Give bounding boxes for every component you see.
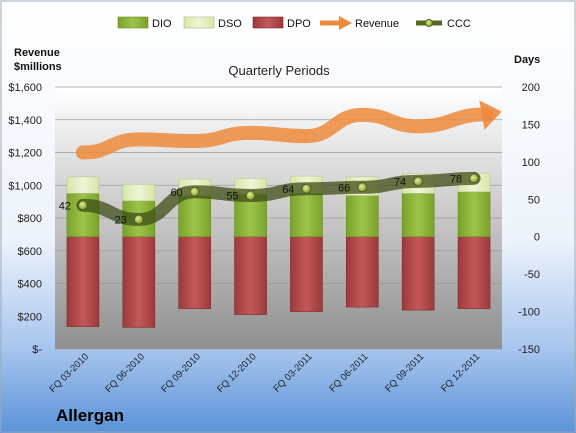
bar-dio bbox=[457, 191, 491, 238]
legend-ccc-label: CCC bbox=[447, 18, 471, 30]
left-tick-label: $600 bbox=[18, 246, 42, 258]
bar-dio bbox=[178, 195, 211, 238]
legend-dio-swatch bbox=[117, 16, 149, 29]
legend: DIO DSO DPO Revenue CCC bbox=[117, 16, 471, 30]
left-tick-label: $1,600 bbox=[8, 82, 42, 94]
left-tick-label: $800 bbox=[18, 213, 42, 225]
bar-dpo bbox=[178, 236, 211, 309]
left-tick-label: $- bbox=[32, 344, 42, 356]
ccc-data-label: 55 bbox=[226, 191, 238, 203]
lines bbox=[75, 100, 502, 226]
left-tick-label: $200 bbox=[18, 311, 42, 323]
revenue-arrowhead bbox=[479, 100, 502, 130]
left-axis-title-line2: $millions bbox=[14, 61, 62, 73]
right-tick-label: 200 bbox=[522, 82, 540, 94]
right-tick-label: -100 bbox=[518, 307, 540, 319]
ccc-data-label: 23 bbox=[115, 214, 127, 226]
legend-dpo-swatch bbox=[252, 16, 284, 29]
revenue-line bbox=[75, 107, 493, 160]
legend-dso-label: DSO bbox=[218, 18, 242, 30]
bar-dso bbox=[66, 176, 100, 194]
left-tick-label: $1,400 bbox=[8, 115, 42, 127]
bar-dpo bbox=[401, 236, 435, 311]
right-axis-title: Days bbox=[514, 54, 540, 66]
bar-dio bbox=[401, 192, 435, 238]
bar-dso bbox=[122, 184, 156, 202]
bar-dio bbox=[346, 195, 379, 238]
legend-ccc-marker bbox=[416, 19, 442, 27]
ccc-point bbox=[413, 176, 424, 187]
bar-dpo bbox=[457, 236, 491, 309]
ccc-point bbox=[133, 214, 144, 225]
legend-dpo-label: DPO bbox=[287, 18, 311, 30]
chart-subtitle: Quarterly Periods bbox=[228, 63, 330, 78]
ccc-point bbox=[357, 182, 368, 193]
bars bbox=[66, 172, 491, 328]
right-tick-label: -150 bbox=[518, 344, 540, 356]
bar-dpo bbox=[290, 236, 323, 312]
right-tick-label: -50 bbox=[524, 269, 540, 281]
legend-dso-swatch bbox=[183, 16, 215, 29]
left-axis-title-line1: Revenue bbox=[14, 47, 60, 59]
left-tick-label: $1,000 bbox=[8, 180, 42, 192]
ccc-point bbox=[77, 200, 88, 211]
legend-revenue-arrow bbox=[320, 16, 352, 30]
right-tick-label: 0 bbox=[534, 232, 540, 244]
left-tick-label: $1,200 bbox=[8, 148, 42, 160]
labels: 42 23 60 55 64 66 74 78 bbox=[59, 173, 462, 226]
legend-dio-label: DIO bbox=[152, 18, 172, 30]
ccc-data-label: 78 bbox=[450, 173, 462, 185]
right-tick-label: 150 bbox=[522, 119, 540, 131]
bar-dpo bbox=[234, 236, 267, 315]
ccc-data-label: 42 bbox=[59, 200, 71, 212]
ccc-data-label: 64 bbox=[282, 184, 294, 196]
bar-dpo bbox=[122, 236, 156, 328]
ccc-data-label: 66 bbox=[338, 182, 350, 194]
ccc-point bbox=[469, 173, 480, 184]
ccc-point bbox=[189, 186, 200, 197]
ccc-data-label: 60 bbox=[170, 187, 182, 199]
ccc-data-label: 74 bbox=[394, 176, 406, 188]
ccc-point bbox=[301, 183, 312, 194]
right-tick-label: 100 bbox=[522, 157, 540, 169]
company-name: Allergan bbox=[56, 406, 124, 425]
bar-dpo bbox=[66, 236, 100, 327]
bar-dio bbox=[290, 192, 323, 238]
ccc-point bbox=[245, 190, 256, 201]
right-tick-label: 50 bbox=[528, 194, 540, 206]
legend-revenue-label: Revenue bbox=[355, 18, 399, 30]
bar-dpo bbox=[346, 236, 379, 308]
left-tick-label: $400 bbox=[18, 279, 42, 291]
